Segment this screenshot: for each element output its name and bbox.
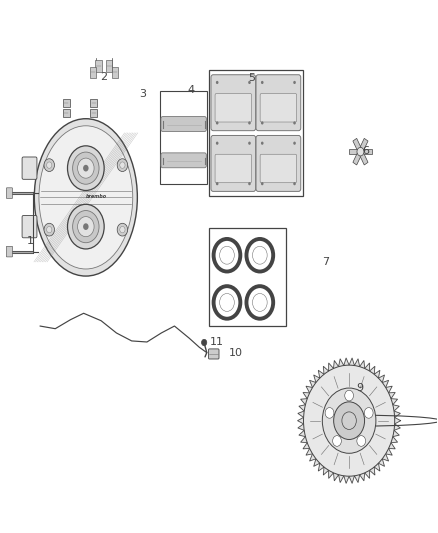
Polygon shape bbox=[360, 153, 368, 165]
Circle shape bbox=[261, 182, 264, 185]
Bar bbox=[90, 67, 96, 78]
Circle shape bbox=[216, 142, 219, 145]
Circle shape bbox=[248, 182, 251, 185]
Circle shape bbox=[293, 122, 296, 125]
FancyBboxPatch shape bbox=[208, 349, 219, 359]
Circle shape bbox=[261, 142, 264, 145]
Circle shape bbox=[304, 365, 395, 476]
Text: 4: 4 bbox=[187, 85, 194, 95]
Circle shape bbox=[332, 435, 341, 446]
FancyBboxPatch shape bbox=[260, 93, 297, 122]
FancyBboxPatch shape bbox=[211, 75, 256, 131]
Circle shape bbox=[248, 122, 251, 125]
Circle shape bbox=[248, 142, 251, 145]
Circle shape bbox=[214, 239, 240, 271]
Text: 7: 7 bbox=[322, 257, 329, 267]
Circle shape bbox=[248, 81, 251, 84]
Circle shape bbox=[214, 286, 240, 319]
Bar bbox=[106, 60, 113, 72]
Text: 11: 11 bbox=[210, 337, 224, 347]
Text: 9: 9 bbox=[356, 383, 363, 393]
FancyBboxPatch shape bbox=[260, 154, 297, 183]
Circle shape bbox=[216, 122, 219, 125]
Circle shape bbox=[46, 162, 52, 168]
Text: brembo: brembo bbox=[86, 194, 107, 199]
FancyBboxPatch shape bbox=[161, 153, 206, 168]
Circle shape bbox=[78, 216, 94, 237]
Ellipse shape bbox=[39, 126, 133, 269]
Circle shape bbox=[219, 246, 234, 264]
Circle shape bbox=[261, 81, 264, 84]
Circle shape bbox=[345, 390, 353, 401]
Circle shape bbox=[46, 227, 52, 233]
Circle shape bbox=[216, 81, 219, 84]
Circle shape bbox=[73, 211, 99, 243]
FancyBboxPatch shape bbox=[215, 93, 251, 122]
Bar bbox=[160, 91, 207, 184]
Polygon shape bbox=[349, 149, 358, 155]
Text: 1: 1 bbox=[27, 236, 34, 246]
Circle shape bbox=[357, 148, 364, 156]
Circle shape bbox=[293, 182, 296, 185]
Circle shape bbox=[117, 223, 127, 236]
Circle shape bbox=[252, 246, 267, 264]
Text: 6: 6 bbox=[362, 146, 369, 156]
Bar bbox=[63, 109, 70, 117]
Circle shape bbox=[216, 182, 219, 185]
Circle shape bbox=[219, 294, 234, 311]
Circle shape bbox=[73, 152, 99, 184]
Circle shape bbox=[261, 122, 264, 125]
Circle shape bbox=[78, 158, 94, 178]
Circle shape bbox=[201, 340, 207, 346]
FancyBboxPatch shape bbox=[256, 75, 301, 131]
Polygon shape bbox=[297, 358, 401, 483]
Polygon shape bbox=[360, 139, 368, 150]
Bar bbox=[112, 67, 118, 78]
Circle shape bbox=[120, 227, 125, 233]
Bar bbox=[209, 70, 303, 196]
Bar bbox=[209, 228, 286, 326]
FancyBboxPatch shape bbox=[256, 135, 301, 191]
Circle shape bbox=[83, 223, 88, 230]
Text: 10: 10 bbox=[229, 348, 243, 358]
Circle shape bbox=[325, 408, 334, 418]
Circle shape bbox=[342, 412, 357, 430]
Text: 2: 2 bbox=[100, 72, 107, 82]
Bar bbox=[90, 99, 97, 107]
FancyBboxPatch shape bbox=[215, 154, 251, 183]
Circle shape bbox=[67, 146, 104, 190]
Bar bbox=[95, 60, 102, 72]
Circle shape bbox=[44, 159, 54, 172]
Circle shape bbox=[334, 402, 364, 440]
FancyBboxPatch shape bbox=[161, 117, 206, 132]
Polygon shape bbox=[363, 149, 372, 155]
Circle shape bbox=[67, 204, 104, 249]
FancyBboxPatch shape bbox=[7, 246, 12, 257]
Circle shape bbox=[117, 159, 127, 172]
Text: 5: 5 bbox=[248, 73, 255, 83]
Circle shape bbox=[293, 142, 296, 145]
Circle shape bbox=[364, 408, 373, 418]
Polygon shape bbox=[353, 153, 361, 165]
Circle shape bbox=[322, 388, 376, 453]
Circle shape bbox=[357, 435, 366, 446]
Circle shape bbox=[120, 162, 125, 168]
Text: 3: 3 bbox=[139, 89, 146, 99]
Circle shape bbox=[83, 165, 88, 172]
Bar bbox=[90, 109, 97, 117]
FancyBboxPatch shape bbox=[211, 135, 256, 191]
Circle shape bbox=[247, 286, 273, 319]
Ellipse shape bbox=[34, 119, 138, 276]
FancyBboxPatch shape bbox=[22, 215, 37, 238]
Polygon shape bbox=[353, 139, 361, 150]
FancyBboxPatch shape bbox=[7, 188, 12, 198]
Circle shape bbox=[44, 223, 54, 236]
Circle shape bbox=[247, 239, 273, 271]
Circle shape bbox=[293, 81, 296, 84]
Circle shape bbox=[252, 294, 267, 311]
FancyBboxPatch shape bbox=[22, 157, 37, 179]
Bar bbox=[63, 99, 70, 107]
